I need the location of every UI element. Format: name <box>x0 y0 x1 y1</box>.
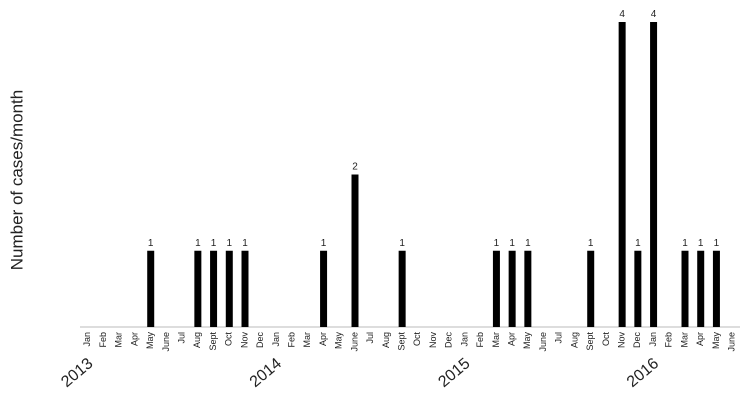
value-label: 1 <box>525 238 531 249</box>
x-tick-label: Dec <box>444 332 454 349</box>
value-label: 1 <box>509 238 515 249</box>
year-label: 2014 <box>247 355 285 391</box>
x-tick-label: June <box>161 332 171 352</box>
bar <box>681 250 689 327</box>
x-tick-label: Apr <box>129 332 139 346</box>
bar <box>634 250 642 327</box>
x-tick-label: June <box>727 332 737 352</box>
x-tick-label: Aug <box>381 332 391 348</box>
bar <box>398 250 406 327</box>
x-tick-label: Oct <box>601 332 611 347</box>
bar <box>618 22 626 327</box>
value-label: 4 <box>651 9 657 20</box>
value-label: 4 <box>619 9 625 20</box>
x-tick-label: Jul <box>365 332 375 344</box>
year-label: 2013 <box>58 355 96 391</box>
bar <box>524 250 532 327</box>
bar <box>225 250 233 327</box>
value-label: 2 <box>352 162 358 173</box>
x-tick-label: Jul <box>554 332 564 344</box>
value-label: 1 <box>195 238 201 249</box>
value-label: 1 <box>588 238 594 249</box>
value-label: 1 <box>242 238 248 249</box>
value-label: 1 <box>148 238 154 249</box>
value-label: 1 <box>682 238 688 249</box>
x-tick-label: May <box>334 332 344 350</box>
value-label: 1 <box>211 238 217 249</box>
value-label: 1 <box>714 238 720 249</box>
x-tick-label: Oct <box>224 332 234 347</box>
x-tick-label: May <box>522 332 532 350</box>
bar <box>147 250 155 327</box>
value-label: 1 <box>698 238 704 249</box>
bar <box>697 250 705 327</box>
x-tick-label: Nov <box>617 332 627 349</box>
bar <box>712 250 720 327</box>
x-tick-label: Sept <box>585 332 595 351</box>
x-tick-label: Aug <box>192 332 202 348</box>
bar <box>351 174 359 327</box>
x-tick-label: Feb <box>664 332 674 348</box>
bar <box>587 250 595 327</box>
x-tick-label: Jul <box>177 332 187 344</box>
x-tick-label: Apr <box>507 332 517 346</box>
x-tick-label: Sept <box>397 332 407 351</box>
bar <box>650 22 658 327</box>
x-tick-label: Dec <box>255 332 265 349</box>
x-tick-label: Dec <box>632 332 642 349</box>
x-tick-label: May <box>711 332 721 350</box>
y-axis-label: Number of cases/month <box>7 90 26 270</box>
x-tick-label: Jan <box>82 332 92 347</box>
bar <box>241 250 249 327</box>
x-tick-label: Aug <box>569 332 579 348</box>
x-tick-label: Sept <box>208 332 218 351</box>
bar <box>492 250 500 327</box>
x-tick-label: Feb <box>287 332 297 348</box>
x-tick-label: Mar <box>114 332 124 348</box>
x-tick-label: Oct <box>412 332 422 347</box>
x-tick-label: Mar <box>491 332 501 348</box>
x-tick-label: June <box>538 332 548 352</box>
bar <box>320 250 328 327</box>
value-label: 1 <box>399 238 405 249</box>
bar <box>194 250 202 327</box>
x-tick-label: Nov <box>428 332 438 349</box>
x-tick-label: Apr <box>695 332 705 346</box>
x-tick-label: Nov <box>239 332 249 349</box>
bar <box>508 250 516 327</box>
bar <box>210 250 218 327</box>
x-tick-label: May <box>145 332 155 350</box>
x-tick-label: June <box>349 332 359 352</box>
x-tick-label: Feb <box>475 332 485 348</box>
x-tick-label: Jan <box>648 332 658 347</box>
x-tick-label: Jan <box>271 332 281 347</box>
year-label: 2015 <box>435 355 473 391</box>
value-label: 1 <box>635 238 641 249</box>
x-tick-label: Feb <box>98 332 108 348</box>
value-label: 1 <box>494 238 500 249</box>
x-tick-label: Mar <box>302 332 312 348</box>
x-tick-label: Jan <box>459 332 469 347</box>
x-tick-label: Mar <box>679 332 689 348</box>
x-tick-label: Apr <box>318 332 328 346</box>
year-label: 2016 <box>624 355 662 391</box>
value-label: 1 <box>227 238 233 249</box>
value-label: 1 <box>321 238 327 249</box>
